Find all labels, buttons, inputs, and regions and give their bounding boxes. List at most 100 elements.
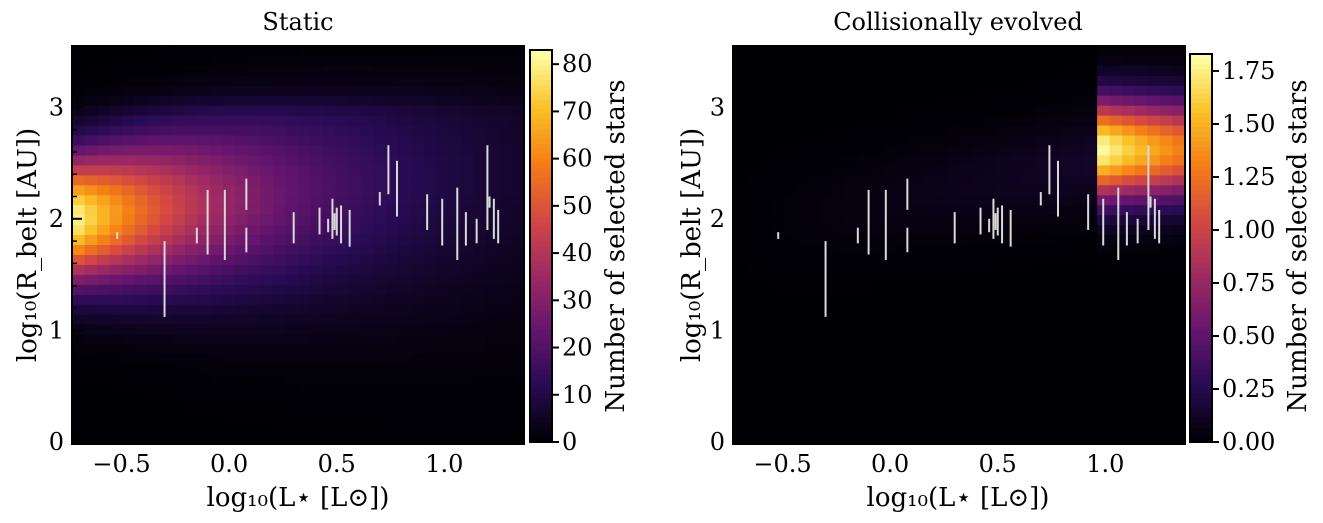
colorbar-strip	[1190, 422, 1212, 429]
heatmap-cell	[84, 324, 98, 336]
heatmap-cell	[1046, 254, 1061, 266]
heatmap-cell	[946, 424, 960, 435]
heatmap-cell	[1172, 344, 1186, 356]
heatmap-cell	[1109, 294, 1123, 306]
heatmap-cell	[1109, 95, 1123, 107]
heatmap-cell	[348, 175, 362, 186]
heatmap-cell	[122, 364, 136, 375]
heatmap-cell	[84, 46, 98, 57]
heatmap-cell	[1147, 105, 1161, 117]
heatmap-cell	[84, 294, 98, 306]
heatmap-cell	[398, 274, 412, 286]
colorbar-strip	[530, 74, 552, 80]
heatmap-cell	[984, 185, 998, 196]
heatmap-cell	[883, 424, 897, 435]
heatmap-cell	[461, 304, 475, 316]
heatmap-cell	[411, 424, 425, 435]
heatmap-cell	[172, 75, 186, 87]
heatmap-cell	[461, 75, 475, 87]
heatmap-cell	[1134, 145, 1148, 157]
heatmap-cell	[222, 215, 236, 226]
heatmap-cell	[1046, 185, 1061, 196]
heatmap-cell	[1159, 254, 1174, 266]
heatmap-cell	[871, 135, 885, 147]
heatmap-cell	[795, 85, 809, 97]
heatmap-cell	[1159, 115, 1174, 127]
heatmap-cell	[473, 85, 487, 97]
heatmap-cell	[461, 125, 475, 137]
heatmap-cell	[1021, 404, 1035, 415]
heatmap-cell	[984, 274, 998, 286]
heatmap-cell	[272, 115, 287, 127]
heatmap-cell	[896, 125, 910, 137]
heatmap-cell	[783, 46, 797, 57]
heatmap-cell	[1122, 274, 1136, 286]
heatmap-cell	[134, 65, 148, 77]
heatmap-cell	[134, 284, 148, 296]
heatmap-cell	[222, 125, 236, 137]
heatmap-cell	[1021, 344, 1035, 356]
heatmap-cell	[222, 394, 236, 405]
heatmap-cell	[1147, 424, 1161, 435]
heatmap-cell	[833, 125, 847, 137]
heatmap-cell	[511, 354, 525, 365]
heatmap-cell	[1172, 304, 1186, 316]
heatmap-cell	[871, 374, 885, 385]
heatmap-cell	[436, 185, 450, 196]
heatmap-cell	[298, 145, 312, 157]
heatmap-cell	[783, 384, 797, 395]
heatmap-cell	[411, 274, 425, 286]
heatmap-cell	[871, 404, 885, 415]
heatmap-cell	[971, 304, 985, 316]
heatmap-cell	[323, 85, 337, 97]
heatmap-cell	[871, 344, 885, 356]
heatmap-cell	[1034, 205, 1048, 216]
heatmap-cell	[770, 85, 784, 97]
heatmap-cell	[197, 384, 211, 395]
heatmap-cell	[323, 364, 337, 375]
heatmap-cell	[210, 115, 224, 127]
heatmap-cell	[1147, 384, 1161, 395]
heatmap-cell	[411, 135, 425, 147]
heatmap-cell	[122, 155, 136, 166]
heatmap-cell	[946, 334, 960, 346]
heatmap-cell	[323, 195, 337, 206]
heatmap-cell	[172, 46, 186, 57]
colorbar-strip	[530, 246, 552, 252]
heatmap-cell	[1009, 215, 1023, 226]
heatmap-cell	[348, 95, 362, 107]
heatmap-cell	[147, 95, 161, 107]
heatmap-cell	[448, 105, 462, 117]
heatmap-cell	[1147, 264, 1161, 276]
heatmap-cell	[808, 384, 822, 395]
heatmap-cell	[473, 135, 487, 147]
heatmap-cell	[858, 205, 872, 216]
heatmap-cell	[921, 215, 935, 226]
heatmap-cell	[1034, 65, 1048, 77]
heatmap-cell	[498, 155, 513, 166]
heatmap-cell	[1134, 394, 1148, 405]
heatmap-cell	[210, 55, 224, 67]
y-tick-label: 2	[49, 205, 64, 233]
heatmap-cell	[820, 394, 835, 405]
heatmap-cell	[473, 205, 487, 216]
heatmap-cell	[833, 225, 847, 236]
heatmap-cell	[147, 334, 161, 346]
heatmap-cell	[808, 344, 822, 356]
heatmap-cell	[335, 264, 349, 276]
colorbar-tick-label: 0.50	[1222, 322, 1275, 350]
heatmap-cell	[298, 394, 312, 405]
heatmap-cell	[846, 394, 860, 405]
heatmap-cell	[858, 185, 872, 196]
heatmap-cell	[272, 424, 287, 435]
heatmap-cell	[996, 75, 1010, 87]
heatmap-cell	[222, 155, 236, 166]
heatmap-cell	[109, 424, 123, 435]
heatmap-cell	[310, 424, 324, 435]
heatmap-cell	[235, 394, 249, 405]
heatmap-cell	[1147, 65, 1161, 77]
heatmap-cell	[946, 155, 960, 166]
heatmap-cell	[896, 284, 910, 296]
heatmap-cell	[846, 274, 860, 286]
heatmap-cell	[272, 404, 287, 415]
